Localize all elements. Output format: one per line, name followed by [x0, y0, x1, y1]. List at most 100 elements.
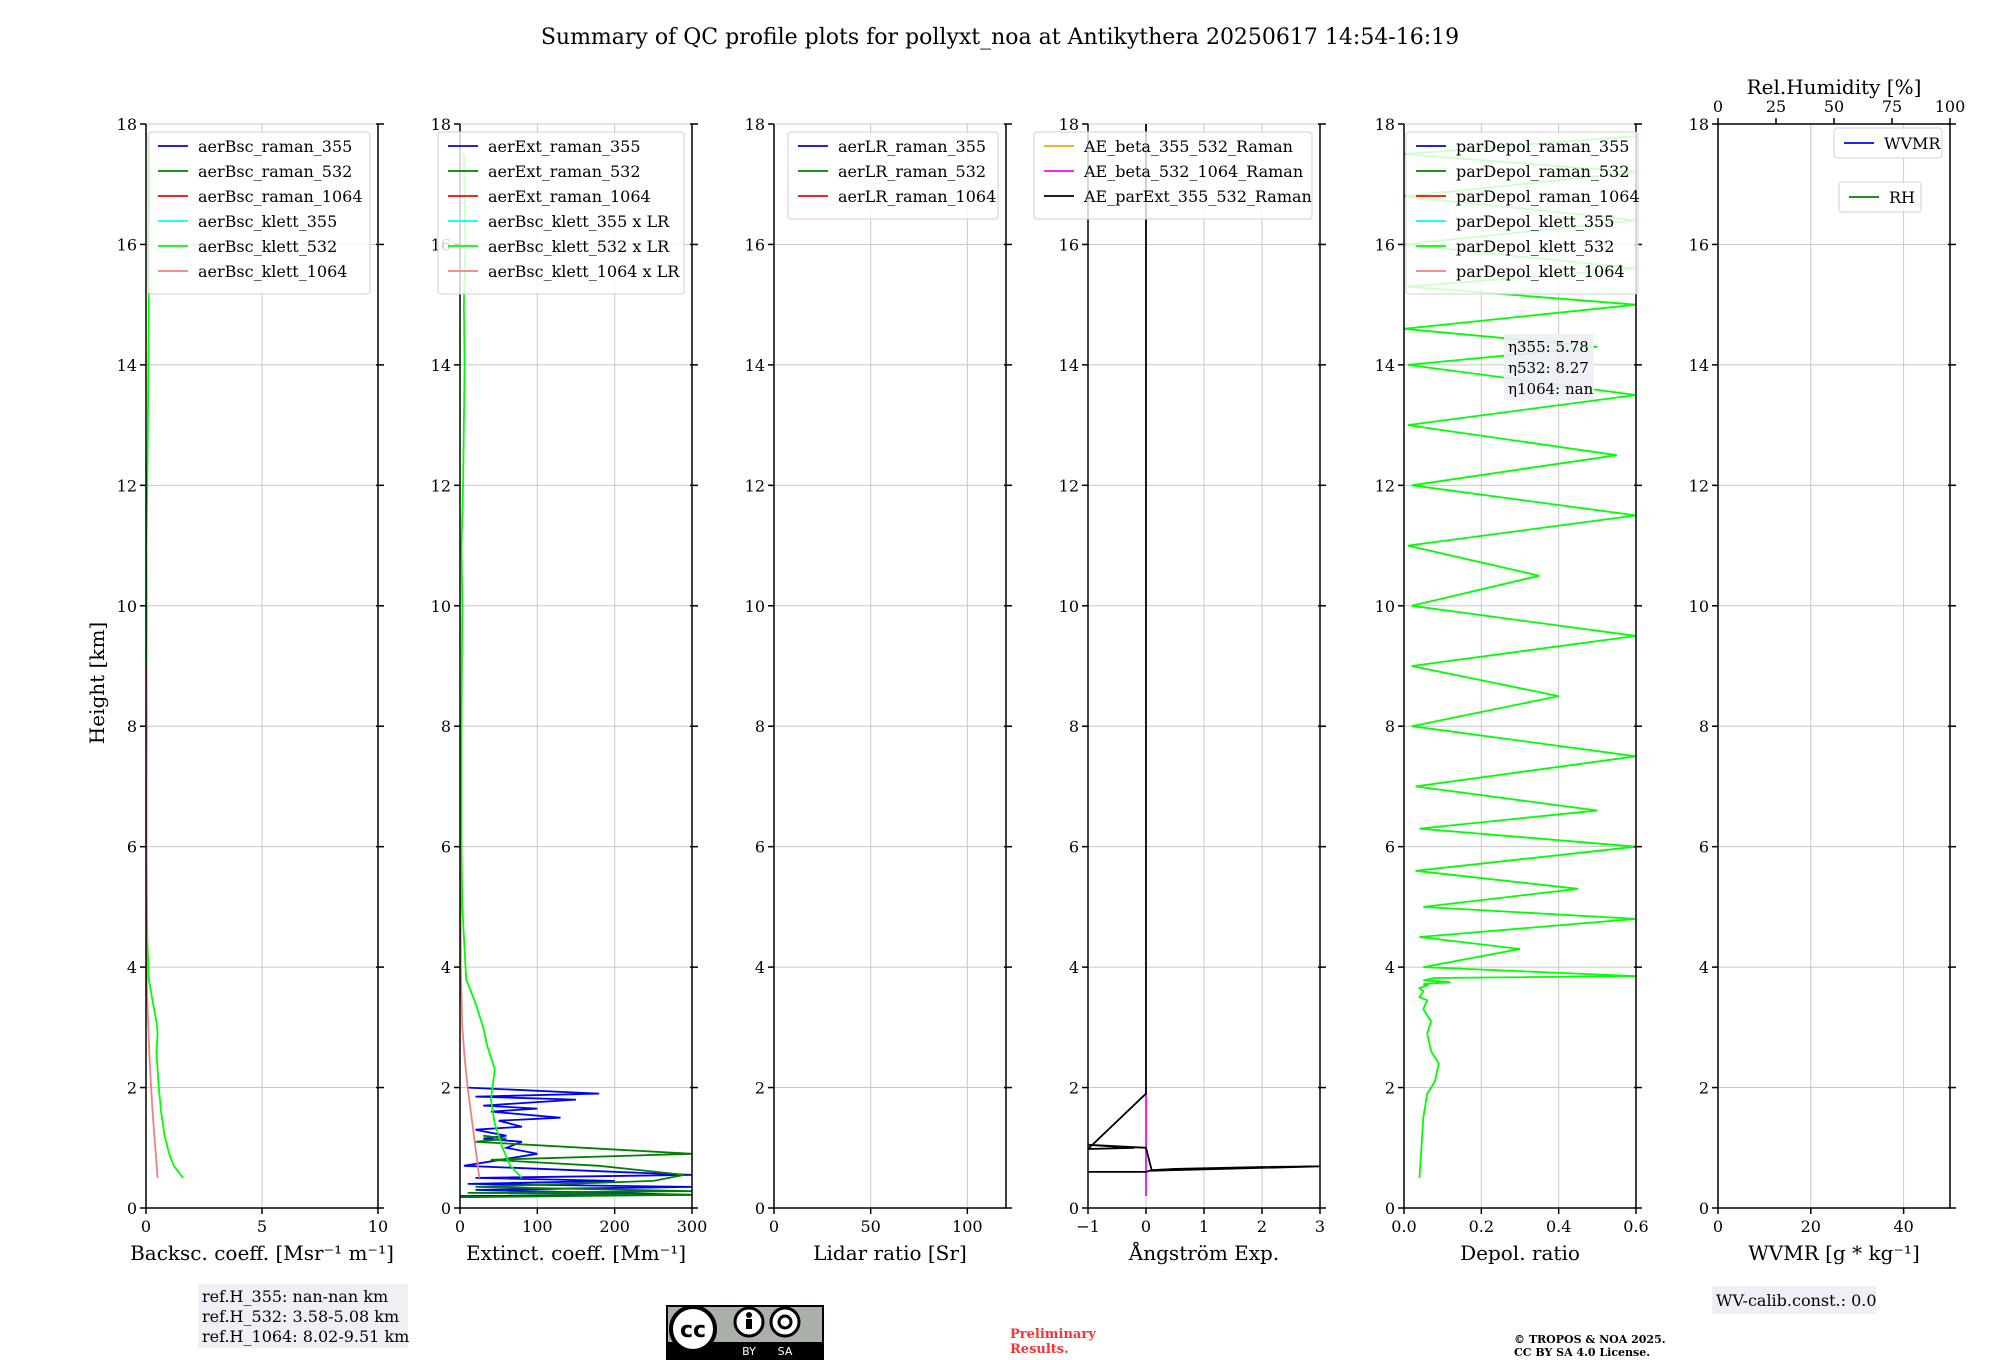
ytick-label: 0 — [1069, 1199, 1079, 1218]
ytick-label: 6 — [127, 838, 137, 857]
panel-1: 0 2 4 6 8 10 12 14 16 18 0 5 10 Backsc. coeff. [Msr⁻¹… — [117, 115, 394, 1265]
ytick-label: 14 — [1689, 356, 1709, 375]
ytick-label: 4 — [1699, 958, 1709, 977]
ytick-label: 8 — [755, 717, 765, 736]
ytick-label: 18 — [1375, 115, 1395, 134]
x-axis-label: WVMR [g * kg⁻¹] — [1748, 1241, 1920, 1265]
ytick-label: 0 — [1385, 1199, 1395, 1218]
ytick-label: 16 — [1059, 235, 1079, 254]
legend-label: aerBsc_klett_355 x LR — [488, 212, 670, 231]
legend-label: AE_beta_532_1064_Raman — [1083, 162, 1303, 181]
preliminary-line-2: Results. — [1010, 1342, 1069, 1357]
xtick-label: 40 — [1893, 1217, 1913, 1236]
ytick-label: 0 — [1699, 1199, 1709, 1218]
ref-heights-box: ref.H_355: nan-nan km ref.H_532: 3.58-5.… — [198, 1284, 409, 1348]
x2tick-label: 50 — [1824, 97, 1844, 116]
ytick-label: 14 — [1059, 356, 1079, 375]
series-line-aerBsc_klett_532 x LR — [460, 154, 523, 1179]
cc-icon: cc — [680, 1318, 706, 1343]
xtick-label: −1 — [1076, 1217, 1100, 1236]
ytick-label: 6 — [755, 838, 765, 857]
legend-label: aerLR_raman_1064 — [838, 187, 996, 206]
series-line-aerExt_raman_355 — [460, 1086, 692, 1197]
preliminary-line-1: Preliminary — [1010, 1327, 1096, 1342]
ytick-label: 8 — [1069, 717, 1079, 736]
xtick-label: 0.2 — [1469, 1217, 1494, 1236]
eta-text: η1064: nan — [1508, 380, 1594, 398]
ytick-label: 14 — [117, 356, 137, 375]
legend: parDepol_raman_355 parDepol_raman_532 parD… — [1405, 131, 1640, 295]
legend-label: aerBsc_raman_355 — [198, 137, 352, 156]
ytick-label: 10 — [431, 597, 451, 616]
ytick-label: 12 — [1059, 476, 1079, 495]
eta-text: η532: 8.27 — [1508, 359, 1589, 377]
ytick-label: 8 — [1385, 717, 1395, 736]
x2tick-label: 25 — [1766, 97, 1786, 116]
legend-label: aerExt_raman_355 — [488, 137, 641, 156]
ytick-label: 0 — [441, 1199, 451, 1218]
ref-height-355: ref.H_355: nan-nan km — [202, 1287, 388, 1306]
ytick-label: 2 — [441, 1079, 451, 1098]
legend-label: AE_beta_355_532_Raman — [1083, 137, 1293, 156]
series-group — [1088, 124, 1320, 1196]
ytick-label: 18 — [745, 115, 765, 134]
x-axis-label: Depol. ratio — [1460, 1241, 1580, 1265]
ref-height-532: ref.H_532: 3.58-5.08 km — [202, 1307, 399, 1326]
legend-label: parDepol_klett_532 — [1456, 237, 1614, 256]
legend-label: aerLR_raman_532 — [838, 162, 986, 181]
ytick-label: 8 — [441, 717, 451, 736]
series-group — [1404, 135, 1636, 1178]
x-axis-label: Lidar ratio [Sr] — [813, 1241, 967, 1265]
legend-label: parDepol_raman_1064 — [1456, 187, 1640, 206]
ytick-label: 2 — [1069, 1079, 1079, 1098]
legend-RH: RH — [1838, 181, 1922, 213]
x2tick-label: 100 — [1935, 97, 1966, 116]
legend: aerBsc_raman_355 aerBsc_raman_532 aerBsc_r… — [147, 131, 371, 295]
legend-label: aerBsc_klett_1064 — [198, 262, 347, 281]
ytick-label: 6 — [1069, 838, 1079, 857]
legend-label: parDepol_raman_532 — [1456, 162, 1629, 181]
legend-label: aerBsc_raman_1064 — [198, 187, 363, 206]
ytick-label: 12 — [745, 476, 765, 495]
ytick-label: 8 — [127, 717, 137, 736]
legend-label: aerBsc_klett_1064 x LR — [488, 262, 680, 281]
xtick-label: 300 — [677, 1217, 708, 1236]
ytick-label: 12 — [431, 476, 451, 495]
xtick-label: 3 — [1315, 1217, 1325, 1236]
legend: AE_beta_355_532_Raman AE_beta_532_1064_Ra… — [1033, 131, 1313, 220]
x-axis-label: Ångström Exp. — [1128, 1240, 1279, 1265]
legend-label: aerBsc_klett_355 — [198, 212, 337, 231]
xtick-label: 0.4 — [1546, 1217, 1571, 1236]
ytick-label: 6 — [1699, 838, 1709, 857]
cc-by-sa-badge: cc BY SA — [666, 1305, 824, 1360]
ytick-label: 6 — [1385, 838, 1395, 857]
ytick-label: 4 — [1069, 958, 1079, 977]
eta-text: η355: 5.78 — [1508, 338, 1589, 356]
legend-label: RH — [1889, 188, 1915, 207]
xtick-label: 0.6 — [1623, 1217, 1648, 1236]
ytick-label: 18 — [117, 115, 137, 134]
ytick-label: 2 — [1699, 1079, 1709, 1098]
series-line-parDepol_klett_532 — [1404, 135, 1636, 1178]
legend: aerLR_raman_355 aerLR_raman_532 aerLR_rama… — [787, 131, 999, 220]
ytick-label: 4 — [441, 958, 451, 977]
ytick-label: 16 — [745, 235, 765, 254]
eta-annotation: η355: 5.78 η532: 8.27 η1064: nan — [1504, 334, 1594, 400]
copyright-line-1: © TROPOS & NOA 2025. — [1514, 1333, 1666, 1346]
legend: aerExt_raman_355 aerExt_raman_532 aerExt_r… — [437, 131, 685, 295]
ytick-label: 0 — [127, 1199, 137, 1218]
ytick-label: 10 — [1689, 597, 1709, 616]
ytick-label: 18 — [1059, 115, 1079, 134]
x2tick-label: 0 — [1713, 97, 1723, 116]
panel-2: 0246810121416180100200300Extinct. coeff.… — [431, 115, 708, 1265]
series-line-AE_parExt_355_532_Raman — [1088, 124, 1320, 1173]
figure-title: Summary of QC profile plots for pollyxt_… — [541, 25, 1459, 50]
ytick-label: 0 — [755, 1199, 765, 1218]
panel-5: 0 2 4 6 8 10 12 14 16 18 0.0 0.2 0.4 0.6 Depol. ratio p… — [1375, 115, 1649, 1265]
xtick-label: 0 — [1141, 1217, 1151, 1236]
ytick-label: 10 — [1059, 597, 1079, 616]
y-axis-label: Height [km] — [85, 622, 109, 744]
ytick-label: 12 — [117, 476, 137, 495]
